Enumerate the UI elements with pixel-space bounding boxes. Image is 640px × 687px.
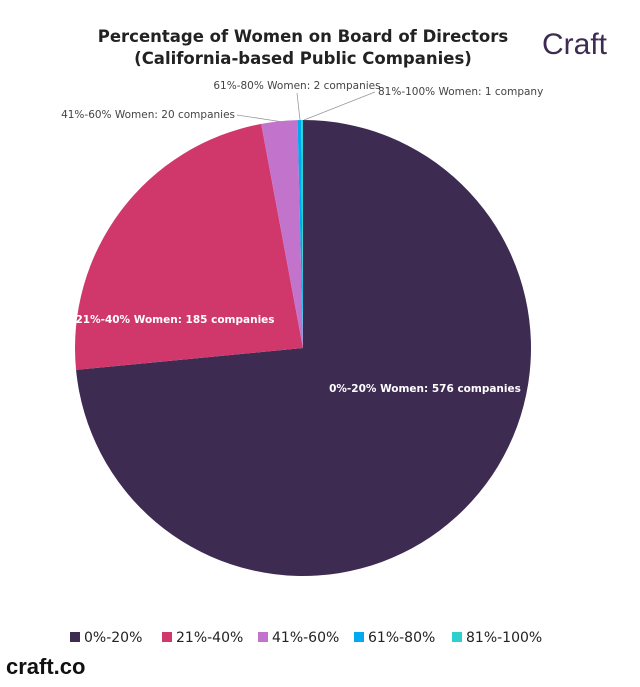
footer-brand: craft.co [6,654,85,679]
legend-label: 0%-20% [84,630,142,646]
data-label-81-100: 81%-100% Women: 1 company [378,86,543,98]
data-label-0-20: 0%-20% Women: 576 companies [329,383,521,395]
chart-subtitle: (California-based Public Companies) [134,49,472,68]
pie-slice-21-40 [75,123,304,370]
legend-label: 81%-100% [466,630,542,646]
legend-label: 41%-60% [272,630,339,646]
legend-swatch [452,632,462,642]
leader-lines [236,91,376,123]
chart-title: Percentage of Women on Board of Director… [98,27,509,46]
legend-swatch [70,632,80,642]
pie-slice-61-80 [297,120,303,348]
pie-slice-81-100 [301,120,303,348]
legend-swatch [258,632,268,642]
pie-slice-41-60 [261,120,303,349]
pie-slice-0-20 [76,120,531,577]
data-label-41-60: 41%-60% Women: 20 companies [61,109,235,121]
legend-label: 21%-40% [176,630,243,646]
legend: 0%-20% 21%-40% 41%-60% 61%-80% 81%-100% [70,630,542,646]
craft-logo: Craft [542,28,608,61]
legend-label: 61%-80% [368,630,435,646]
legend-swatch [354,632,364,642]
data-label-21-40: 21%-40% Women: 185 companies [75,314,274,326]
data-label-61-80: 61%-80% Women: 2 companies [213,80,380,92]
legend-swatch [162,632,172,642]
